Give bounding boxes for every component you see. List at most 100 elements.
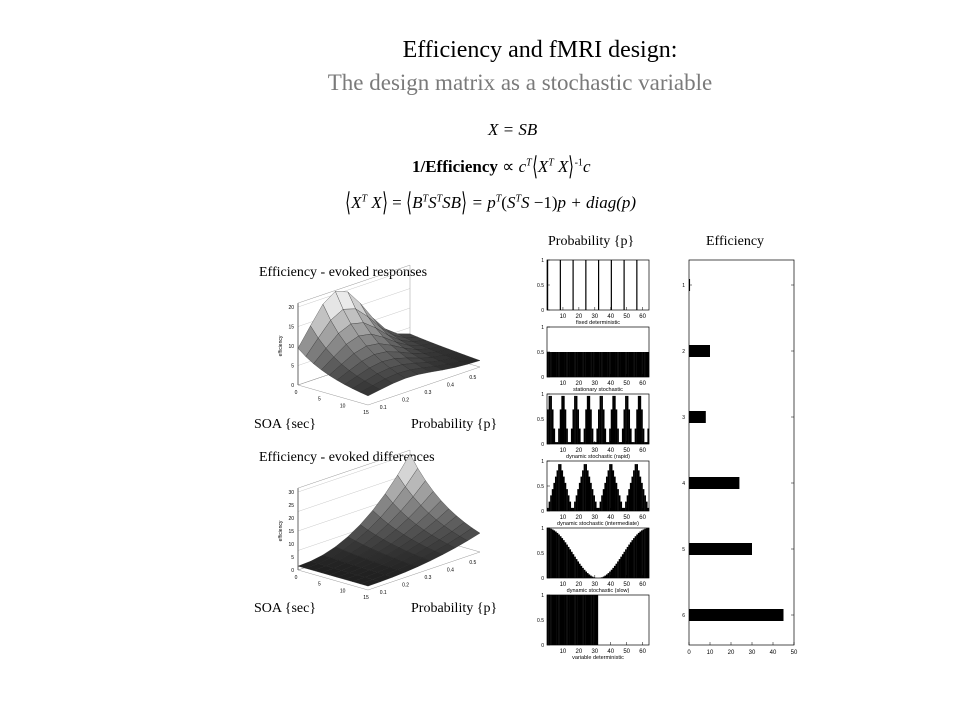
prob-bar [617,489,619,511]
prob-bar [590,352,592,377]
prob-bar [633,470,635,511]
prob-bar [628,352,631,377]
prob-panel-label: dynamic stochastic (slow) [567,588,630,594]
prob-bar [641,530,643,578]
prob-bar [564,482,567,511]
prob-panel-label: dynamic stochastic (intermediate) [557,521,639,527]
prob-bar [553,595,556,645]
surface-ptick-label: 0.4 [447,567,454,573]
surface-ztick-label: 0 [291,383,294,389]
prob-bar [572,260,574,310]
prob-bar [617,561,619,578]
prob-bar [641,352,643,377]
surface-soatick-label: 10 [340,588,346,594]
eff-category-label: 6 [682,613,685,619]
prob-bar [605,442,608,444]
surface-zaxis-label: efficiency [278,520,284,541]
prob-bar [610,464,613,511]
prob-bar [610,569,613,578]
prob-ytick-label: 0.5 [537,484,544,490]
prob-bar [642,529,645,578]
prob-bar [574,556,576,578]
eq2-label: 1/Efficiency [412,157,498,176]
prob-bar [550,352,552,377]
prob-xtick-label: 40 [607,649,614,655]
prob-xtick-label: 10 [560,515,567,521]
eff-xtick-label: 30 [749,650,756,656]
prob-bar [566,352,568,377]
prob-bar [582,470,584,511]
eff-category-label: 5 [682,547,685,553]
prob-bar [551,595,554,645]
prob-ytick-label: 1 [541,459,544,465]
prob-ytick-label: 0 [541,308,544,314]
prob-bar [642,489,645,511]
prob-ytick-label: 0.5 [537,350,544,356]
equation-x-sb: X = SB [488,120,537,140]
prob-bar [605,352,608,377]
surface-soatick-label: 10 [340,403,346,409]
surface-grid [297,473,411,512]
prob-bar [550,395,552,444]
prob-bar [591,352,594,377]
prob-bar [590,595,592,645]
prob-bar [637,395,640,444]
prob-bar [636,534,638,578]
prob-bar [634,352,637,377]
prob-bar [598,352,600,377]
prob-bar [564,352,567,377]
prob-bar [582,352,584,377]
prob-bar [620,501,623,511]
prob-bar [580,595,583,645]
eff-xtick-label: 10 [707,650,714,656]
eff-category-label: 1 [682,283,685,289]
prob-bar [569,595,572,645]
prob-bar [615,409,618,444]
prob-bar [647,507,650,511]
prob-bar [570,507,573,511]
prob-bar [631,442,634,444]
prob-ytick-label: 1 [541,325,544,331]
surface-plot-responses: 0 5 10 15 20 0.1 0.2 0.3 0.4 0.5 0 5 10 15 efficiency [278,264,481,416]
surface-zaxis-label: efficiency [278,335,284,356]
prob-bar [618,559,621,578]
prob-bar [572,595,575,645]
prob-bar [615,563,618,578]
prob-bar [575,495,578,511]
prob-xtick-label: 20 [576,649,583,655]
prob-bar [551,409,554,444]
prob-bar [559,260,561,310]
prob-xtick-label: 50 [623,448,630,454]
prob-bar [553,530,556,578]
prob-bar [599,395,602,444]
prob-bar [644,352,646,377]
surface-ztick-label: 15 [288,325,294,331]
prob-bar [585,571,587,578]
prob-bar [559,464,562,511]
prob-bar [550,495,552,511]
eff-bar-2 [689,345,710,357]
prob-bar [591,595,594,645]
prob-bar [566,428,568,444]
prob-bar [623,409,626,444]
prob-bar [621,428,624,444]
prob-bar [551,489,554,511]
prob-xtick-label: 60 [639,582,646,588]
prob-bar [577,409,580,444]
prob-bar [607,573,610,578]
prob-bar [586,595,589,645]
prob-bar [558,352,560,377]
prob-bar [639,395,642,444]
prob-bar [585,409,587,444]
prob-bar [628,409,631,444]
prob-bar [567,495,570,511]
prob-bar [629,428,632,444]
prob-bar [590,409,592,444]
prob-bar [631,540,634,578]
equation-efficiency: 1/Efficiency ∝ cT⟨XT X⟩-1c [412,152,591,181]
prob-bar [554,442,557,444]
prob-bar [620,352,623,377]
prob-bar [601,352,603,377]
surface-ptick-label: 0.4 [447,382,454,388]
prob-bar [633,352,635,377]
